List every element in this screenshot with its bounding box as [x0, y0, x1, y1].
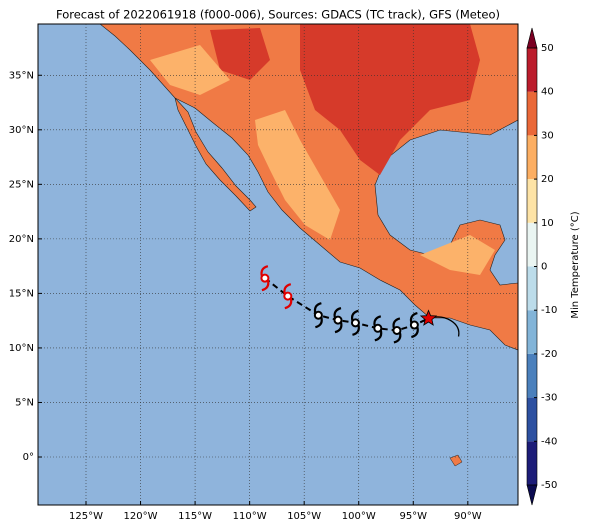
- y-tick-label: 5°N: [15, 397, 34, 408]
- colorbar-band: [527, 266, 537, 311]
- colorbar-band: [527, 441, 537, 485]
- warm-region: [300, 24, 480, 175]
- storm-arm: [373, 315, 383, 342]
- storm-arm: [313, 302, 323, 329]
- current-position: [419, 309, 438, 326]
- storm-arm: [392, 317, 402, 344]
- x-tick-label: 100°W: [342, 511, 376, 522]
- colorbar-tick-label: 10: [541, 218, 554, 229]
- y-tick-label: 35°N: [9, 70, 34, 81]
- colorbar-band: [527, 397, 537, 442]
- map-frame: [37, 23, 519, 506]
- colorbar-tick-label: -20: [541, 349, 557, 360]
- colorbar-band: [527, 310, 537, 354]
- storm-symbol: [373, 315, 383, 342]
- storm-symbol: [333, 307, 343, 334]
- y-tick-label: 20°N: [9, 234, 34, 245]
- storm-symbol: [313, 302, 323, 329]
- storm-eye: [409, 320, 419, 330]
- colorbar-tick-label: 40: [541, 87, 554, 98]
- colorbar-tick-label: 50: [541, 43, 554, 54]
- colorbar-band: [527, 353, 537, 398]
- x-tick-label: 120°W: [124, 511, 158, 522]
- colorbar-under: [526, 484, 538, 506]
- storm-arm: [283, 283, 293, 310]
- storm-arm: [350, 309, 360, 336]
- x-tick-label: 110°W: [233, 511, 267, 522]
- storm-eye: [373, 323, 383, 333]
- storm-eye: [283, 291, 293, 301]
- colorbar-band: [527, 222, 537, 267]
- colorbar-tick-label: -30: [541, 393, 557, 404]
- colorbar-tick-label: -50: [541, 480, 557, 491]
- colorbar-tick-label: 0: [541, 262, 547, 273]
- y-tick-label: 15°N: [9, 288, 34, 299]
- storm-symbol: [409, 311, 419, 339]
- storm-symbol: [392, 317, 402, 344]
- storm-eye: [313, 310, 323, 320]
- colorbar-tick-label: -40: [541, 436, 557, 447]
- x-tick-label: 105°W: [287, 511, 321, 522]
- x-tick-label: 95°W: [399, 511, 427, 522]
- warm-region: [210, 28, 270, 80]
- baja-peninsula: [174, 97, 257, 212]
- colorbar-tick-label: -10: [541, 305, 557, 316]
- colorbar-band: [527, 135, 537, 180]
- island: [449, 454, 463, 467]
- colorbar-band: [527, 91, 537, 136]
- storm-eye: [260, 273, 270, 283]
- colorbar-label: Min Temperature (°C): [570, 211, 581, 318]
- storm-symbol: [260, 265, 270, 292]
- chart-title: Forecast of 2022061918 (f000-006), Sourc…: [56, 8, 500, 22]
- y-tick-label: 25°N: [9, 179, 34, 190]
- mild-region: [420, 235, 495, 275]
- colorbar-tick-label: 20: [541, 174, 554, 185]
- colorbar-band: [527, 179, 537, 223]
- colorbar-tick-label: 30: [541, 130, 554, 141]
- y-tick-label: 0°: [23, 452, 34, 463]
- storm-arm: [333, 307, 343, 334]
- storm-arm: [260, 265, 270, 292]
- storm-eye: [350, 318, 360, 328]
- storm-eye: [392, 325, 402, 335]
- storm-arm: [409, 311, 419, 339]
- y-tick-label: 30°N: [9, 125, 34, 136]
- y-tick-label: 10°N: [9, 343, 34, 354]
- x-tick-label: 90°W: [454, 511, 482, 522]
- colorbar-band: [527, 48, 537, 92]
- storm-eye: [333, 315, 343, 325]
- x-tick-label: 115°W: [178, 511, 212, 522]
- x-tick-label: 125°W: [69, 511, 103, 522]
- mild-region: [150, 45, 230, 95]
- mild-region: [255, 110, 340, 240]
- storm-symbol: [283, 283, 293, 310]
- colorbar-over: [526, 27, 538, 49]
- storm-symbol: [350, 309, 360, 336]
